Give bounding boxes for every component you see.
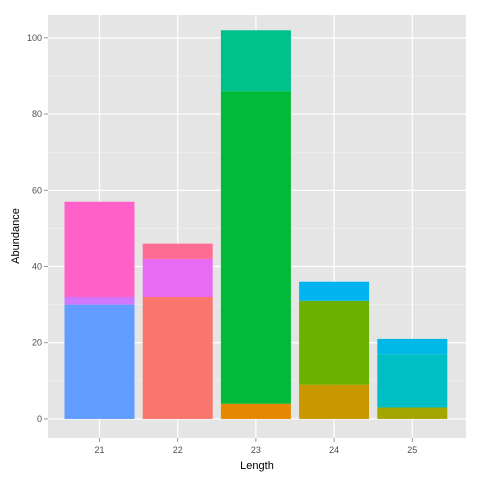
bar-segment-23-2 <box>220 91 291 404</box>
bars-layer <box>64 30 448 419</box>
bar-segment-22-3 <box>142 243 213 259</box>
x-tick-label: 24 <box>329 445 339 455</box>
y-tick-label: 20 <box>32 338 42 348</box>
bar-segment-23-3 <box>220 30 291 92</box>
bar-segment-25-1 <box>377 407 448 419</box>
x-tick-label: 22 <box>173 445 183 455</box>
bar-segment-24-1 <box>299 384 370 419</box>
x-axis-ticks: 21 22 23 24 25 <box>94 438 417 455</box>
bar-segment-21-1 <box>64 304 135 419</box>
y-tick-label: 0 <box>37 414 42 424</box>
bar-segment-25-2 <box>377 354 448 408</box>
y-tick-label: 40 <box>32 262 42 272</box>
bar-segment-24-3 <box>299 281 370 301</box>
y-tick-label: 100 <box>27 33 42 43</box>
y-axis-ticks: 0 20 40 60 80 100 <box>27 33 48 424</box>
y-axis-title: Abundance <box>10 208 22 264</box>
y-tick-label: 80 <box>32 109 42 119</box>
bar-segment-21-2 <box>64 297 135 305</box>
bar-segment-25-3 <box>377 338 448 355</box>
bar-segment-22-2 <box>142 258 213 297</box>
bar-segment-22-1 <box>142 297 213 419</box>
x-tick-label: 23 <box>251 445 261 455</box>
bar-segment-24-2 <box>299 300 370 385</box>
x-tick-label: 21 <box>94 445 104 455</box>
x-tick-label: 25 <box>407 445 417 455</box>
bar-segment-21-3 <box>64 201 135 297</box>
y-tick-label: 60 <box>32 185 42 195</box>
x-axis-title: Length <box>240 460 274 472</box>
bar-segment-23-1 <box>220 403 291 419</box>
